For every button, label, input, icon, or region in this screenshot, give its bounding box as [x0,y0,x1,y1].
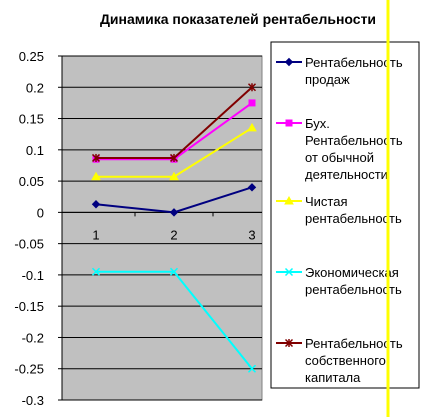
chart-title: Динамика показателей рентабельности [100,11,376,27]
legend-box [270,41,420,389]
data-point [169,208,179,217]
legend-label: Рентабельность [305,133,403,148]
legend-label: собственного [305,353,386,368]
y-tick-label: -0.1 [22,268,44,283]
data-point [247,183,257,192]
data-point [247,83,257,92]
legend-entry: Бух. Рентабельность от обычной деятельности [276,116,403,182]
legend-label: капитала [305,370,361,385]
marker-x [247,364,257,373]
series-1 [91,183,257,217]
y-tick-label: 0.15 [19,112,44,127]
data-point [91,153,101,162]
data-point [284,195,294,205]
legend-label: Бух. [305,116,330,131]
data-point [247,364,257,373]
legend-label: Чистая [305,194,348,209]
y-tick-label: -0.05 [14,237,44,252]
y-tick-label: -0.2 [22,330,44,345]
legend-label: продаж [305,72,350,87]
marker-x [284,267,294,277]
legend-label: Рентабельность [305,55,403,70]
legend-entry: Рентабельность собственного капитала [276,336,403,385]
y-tick-label: 0.1 [26,143,44,158]
plot-background [61,55,263,401]
legend-entry: Рентабельность продаж [276,55,403,87]
y-tick-label: -0.15 [14,299,44,314]
plot-area: 0.25 0.2 0.15 0.1 0.05 0 -0.05 -0.1 -0.15 -0.2 -0.… [14,49,263,408]
legend-entry: Чистая рентабельность [276,194,402,226]
y-tick-label: -0.25 [14,362,44,377]
series-3 [91,122,257,181]
y-tick-label: -0.3 [22,393,44,408]
data-point [169,153,179,162]
marker-square [285,119,293,127]
y-tick-label: 0 [37,205,44,220]
x-tick-label: 3 [248,227,255,242]
marker-triangle [91,171,101,181]
data-point [91,171,101,181]
marker-triangle [284,195,294,205]
marker-diamond [169,208,179,217]
data-point [284,338,294,348]
series-5 [91,83,257,162]
y-tick-label: 0.25 [19,49,44,64]
data-point [169,267,179,276]
legend-label: от обычной [305,150,374,165]
y-tick-label: 0.05 [19,174,44,189]
y-tick-label: 0.2 [26,80,44,95]
marker-triangle [169,171,179,181]
x-tick-label: 2 [170,227,177,242]
marker-x [91,267,101,276]
data-point [284,267,294,277]
x-tick-label: 1 [92,227,99,242]
legend: Рентабельность продаж Бух. Рентабельность от… [270,0,420,417]
legend-label: рентабельность [305,282,402,297]
marker-triangle [247,122,257,132]
data-point [284,57,294,67]
legend-label: деятельности [305,167,388,182]
legend-label: Экономическая [305,265,399,280]
marker-x [169,267,179,276]
marker-square [248,99,256,107]
data-point [247,122,257,132]
data-point [285,119,293,127]
legend-label: Рентабельность [305,336,403,351]
legend-label: рентабельность [305,211,402,226]
data-point [91,200,101,209]
data-point [169,171,179,181]
marker-diamond [91,200,101,209]
marker-diamond [284,57,294,67]
legend-entry: Экономическая рентабельность [276,265,402,297]
data-point [91,267,101,276]
series-4 [91,267,257,373]
data-point [248,99,256,107]
marker-diamond [247,183,257,192]
